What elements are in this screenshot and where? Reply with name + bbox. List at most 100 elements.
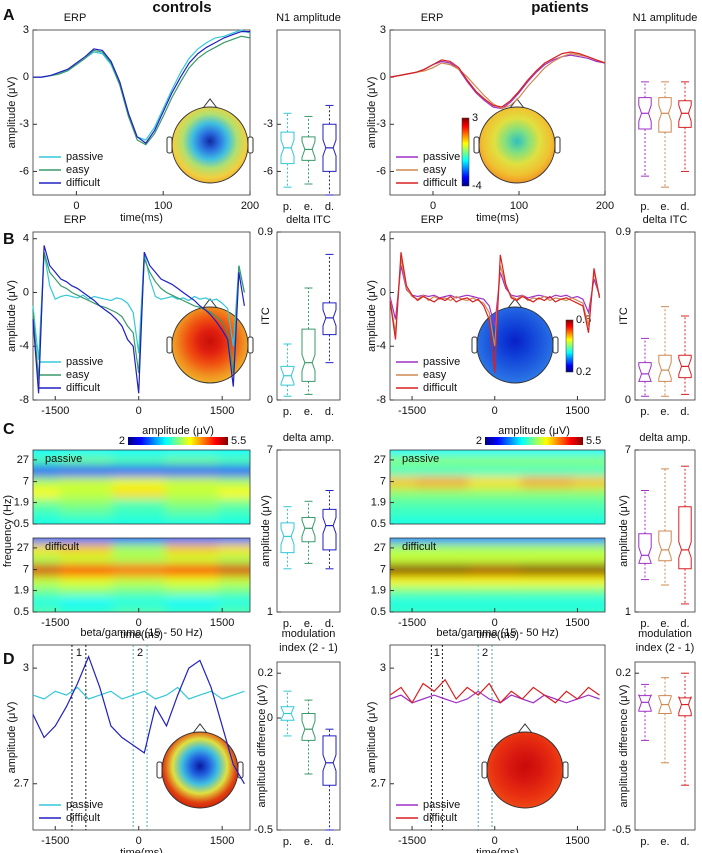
heatmap-cell (468, 564, 522, 576)
marker-label: 1 (434, 647, 440, 659)
y-axis-label: amplitude (μV) (6, 280, 18, 352)
heatmap-cell (416, 450, 470, 456)
chart-title: ERP (64, 12, 87, 24)
y-tick-label: 0.5 (14, 518, 29, 530)
x-tick-label: e. (304, 201, 313, 213)
topo-ear (247, 136, 254, 154)
plot-frame (32, 644, 251, 831)
heatmap-cell (59, 454, 113, 466)
heatmap-cell (520, 476, 574, 488)
heatmap-cells (390, 450, 605, 524)
heatmap-cell (33, 476, 60, 488)
heatmap-cell (33, 585, 60, 597)
series-line (389, 265, 601, 327)
y-axis-label: amplitude difference (μV) (618, 685, 630, 808)
x-tick-label: 100 (510, 200, 528, 212)
series-line (33, 35, 251, 146)
chart-title: modulation (638, 628, 692, 640)
y-tick-label: 1 (267, 606, 273, 618)
panel-label: difficult (402, 541, 436, 553)
heatmap-cell (33, 454, 60, 466)
y-tick-label: 7 (380, 475, 386, 487)
y-tick-label: 0.9 (616, 226, 631, 238)
x-tick-label: -1500 (398, 405, 426, 417)
y-axis-label: amplitude (μV) (366, 280, 378, 352)
chart-title: ERP (421, 214, 444, 226)
topo-nose (202, 98, 218, 109)
legend-label: difficult (423, 382, 457, 394)
y-tick-label: -4 (19, 340, 29, 352)
heatmap-cell (218, 454, 250, 466)
heatmap-cell (416, 487, 470, 499)
colorbar-tick-label: 2 (119, 435, 125, 447)
heatmap-cell (416, 595, 470, 607)
heatmap-cell (390, 538, 417, 544)
heatmap-cell (573, 450, 605, 456)
legend-label: difficult (66, 177, 100, 189)
topo-ear (481, 761, 488, 779)
heatmap-cell (112, 518, 166, 524)
heatmap-cell (218, 575, 250, 587)
y-tick-label: 2.7 (14, 778, 29, 790)
legend-label: easy (66, 369, 90, 381)
box (678, 354, 692, 379)
legend-label: passive (66, 356, 103, 368)
x-tick-label: p. (640, 618, 649, 630)
x-tick-label: p. (283, 618, 292, 630)
legend-label: passive (66, 151, 103, 163)
chart-title: modulation (282, 628, 336, 640)
heatmap-cell (573, 564, 605, 576)
heatmap-cell (218, 465, 250, 477)
heatmap (390, 538, 605, 612)
heatmap-cell (59, 507, 113, 519)
heatmap-cells (390, 538, 605, 612)
heatmap-cell (390, 497, 417, 509)
colorbar-tick-label: 3 (472, 112, 478, 124)
y-tick-label: -6 (263, 165, 273, 177)
heatmap-cell (416, 564, 470, 576)
topo-ear (166, 336, 173, 354)
plot-frame (389, 644, 606, 831)
heatmap-cell (468, 538, 522, 544)
box (658, 695, 672, 715)
x-tick-label: d. (680, 618, 689, 630)
topo-map (478, 106, 556, 184)
y-tick-label: 7 (23, 475, 29, 487)
plot-frame (32, 537, 251, 613)
heatmap-cell (520, 454, 574, 466)
heatmap-cell (520, 585, 574, 597)
heatmap-cell (33, 538, 60, 544)
panel-label: passive (45, 453, 82, 465)
chart-title: delta ITC (286, 214, 331, 226)
y-tick-label: -4 (376, 340, 386, 352)
heatmap-cell (390, 476, 417, 488)
heatmap-cell (218, 487, 250, 499)
heatmap-cell (59, 465, 113, 477)
heatmap-cell (59, 476, 113, 488)
legend-label: difficult (423, 177, 457, 189)
heatmap-cell (416, 542, 470, 554)
heatmap-cell (390, 606, 417, 612)
heatmap-cell (33, 497, 60, 509)
series-line (389, 51, 606, 108)
heatmap-cell (218, 606, 250, 612)
heatmap-cell (165, 542, 219, 554)
y-tick-label: 27 (17, 454, 29, 466)
plot-frame (634, 29, 696, 196)
heatmap-cells (33, 538, 250, 612)
x-tick-label: 0 (430, 200, 436, 212)
heatmap-cell (416, 606, 470, 612)
y-tick-label: 7 (380, 563, 386, 575)
chart-title: index (2 - 1) (279, 642, 338, 654)
plot-frame (634, 231, 696, 401)
heatmap-cell (468, 497, 522, 509)
plot-frame (32, 449, 251, 525)
heatmap-cell (59, 606, 113, 612)
heatmap-cell (520, 553, 574, 565)
x-tick-label: d. (325, 618, 334, 630)
y-tick-label: -8 (19, 394, 29, 406)
heatmap-cell (573, 507, 605, 519)
y-tick-label: -6 (19, 165, 29, 177)
heatmap-cell (112, 585, 166, 597)
